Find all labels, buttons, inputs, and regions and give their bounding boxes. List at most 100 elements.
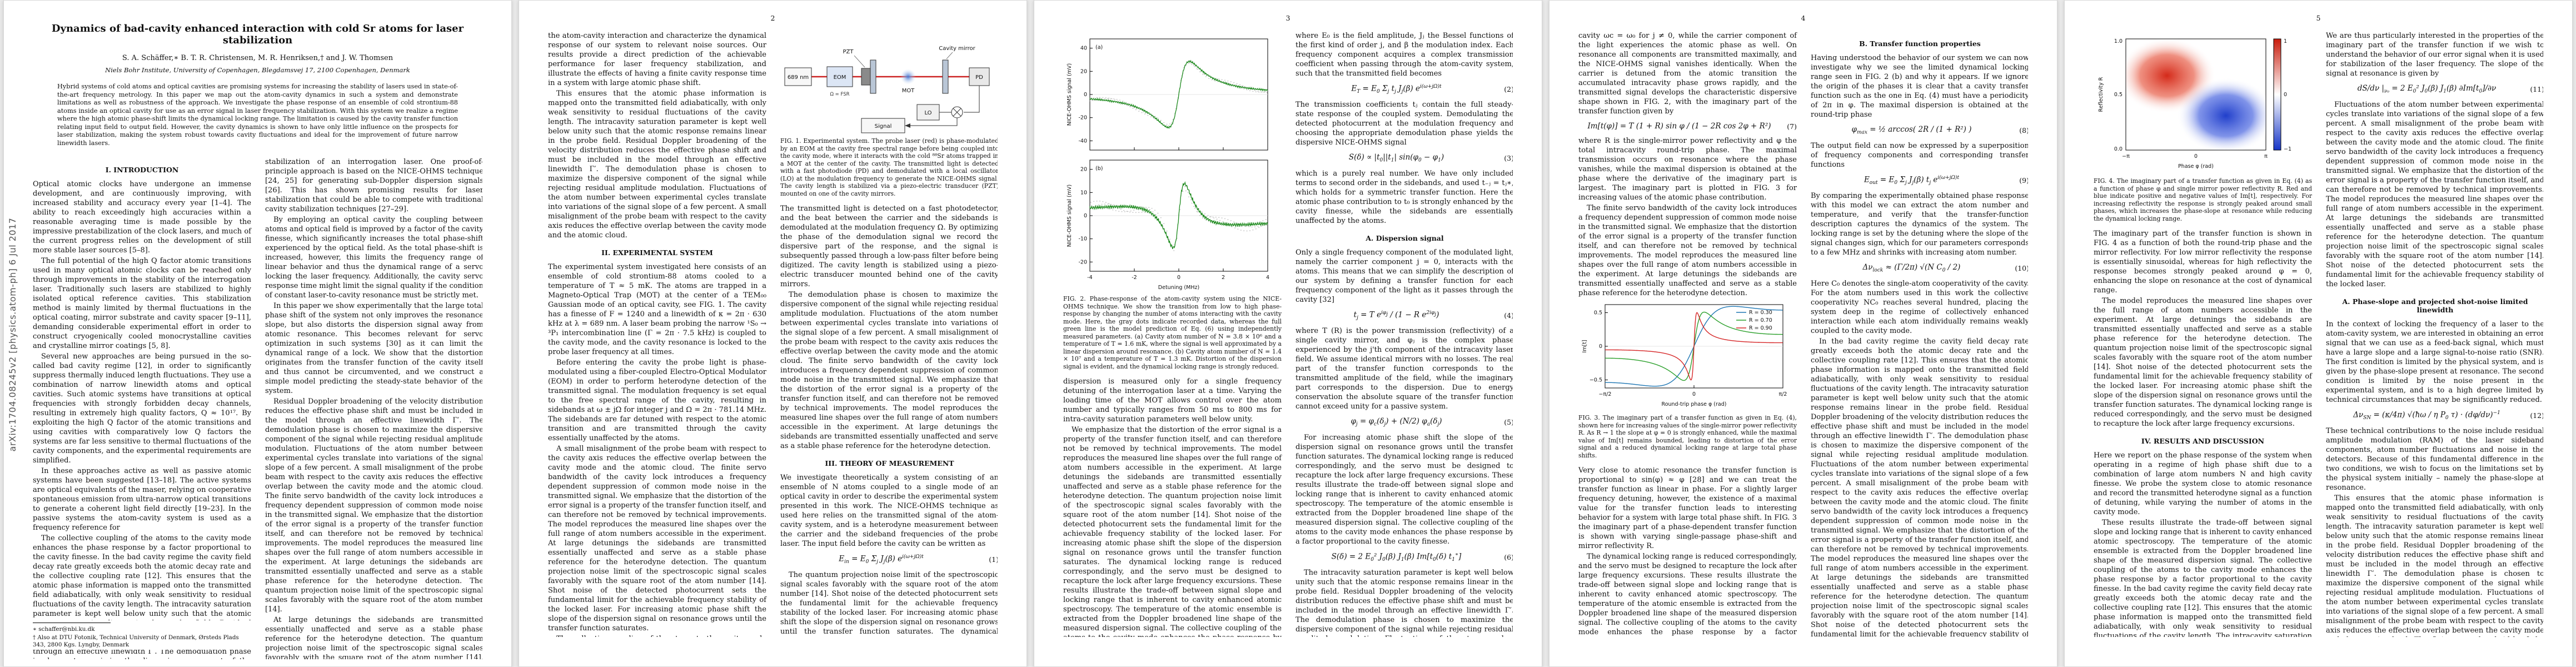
equation-number: (3): [1504, 154, 1513, 163]
fig2-data-dot: [1216, 218, 1218, 220]
affiliation-line: Niels Bohr Institute, University of Cope…: [105, 66, 410, 74]
paragraph: The experimental system investigated her…: [548, 263, 766, 356]
equation-number: (7): [1787, 122, 1797, 131]
fig2-data-dot: [1233, 82, 1235, 83]
paragraph: Before entering the cavity the probe lig…: [548, 359, 766, 442]
fig2-data-dot: [1224, 79, 1225, 81]
fig2-data-dot: [1157, 117, 1159, 119]
fig2-data-dot: [1160, 120, 1162, 121]
fig2-data-dot: [1191, 202, 1193, 204]
paragraph-filler: The finite servo bandwidth of the cavity…: [1578, 204, 1797, 297]
fig2-data-dot: [1251, 226, 1253, 228]
fig2-data-dot: [1168, 125, 1170, 127]
fig2-data-dot: [1166, 123, 1168, 125]
fig2-data-dot: [1104, 98, 1105, 99]
fig2-data-dot: [1110, 203, 1112, 205]
fig2-data-dot: [1119, 99, 1120, 101]
fig2-data-dot: [1261, 225, 1263, 227]
fig2-data-dot: [1129, 211, 1130, 213]
pzt-pointer: [854, 55, 865, 68]
fig2-data-dot: [1104, 203, 1105, 205]
paragraph: where R is the single-mirror power refle…: [1578, 137, 1797, 202]
fig2-ytick-label: 0: [1084, 92, 1087, 98]
paragraph: In this paper we show experimentally tha…: [265, 302, 482, 395]
page-number: 3: [1285, 14, 1291, 22]
fig2-data-dot: [1225, 82, 1227, 83]
equation-number: (1): [989, 555, 998, 564]
fig2-data-dot: [1194, 207, 1195, 209]
fig2-data-dot: [1252, 229, 1254, 231]
fig2-data-dot: [1214, 80, 1215, 82]
fig2-data-dot: [1193, 206, 1195, 207]
fig2-data-dot: [1190, 62, 1192, 64]
fig2-data-dot: [1107, 203, 1109, 205]
fig2-data-dot: [1111, 98, 1113, 99]
fig2-data-dot: [1122, 101, 1124, 102]
fig2-data-dot: [1108, 203, 1110, 205]
section-heading-results: IV. RESULTS AND DISCUSSION: [2141, 437, 2265, 445]
fig2-data-dot: [1194, 66, 1195, 67]
page-1: arXiv:1704.08245v2 [physics.atom-ph] 6 J…: [3, 0, 512, 667]
fig2-data-dot: [1201, 211, 1203, 212]
paragraph-filler: The dynamical locking range is reduced c…: [1578, 552, 1797, 636]
fig1-caption: FIG. 1. Experimental system. The probe l…: [780, 137, 998, 197]
equation-body: φj = φc(δj) + (N/2) φa(δj): [1351, 417, 1442, 427]
figure-4: −π 0 π Phase φ (rad) 1.0 0.5 0.0 Reflect…: [2094, 33, 2312, 222]
fig2-data-dot: [1135, 109, 1137, 111]
fig2-data-dot: [1172, 119, 1174, 120]
fig2-data-dot: [1210, 216, 1212, 217]
fig2-data-dot: [1205, 219, 1207, 221]
paragraph-filler: The intracavity saturation parameter is …: [1296, 568, 1513, 637]
negative-lobe: [2177, 78, 2266, 150]
fig4-xtick: 0: [2194, 153, 2198, 160]
fig2-data-dot: [1246, 89, 1248, 91]
fig3-xtick-label: −π/2: [1599, 391, 1612, 397]
arxiv-stamp: arXiv:1704.08245v2 [physics.atom-ph] 6 J…: [7, 217, 18, 452]
fig2-data-dot: [1166, 230, 1168, 232]
paragraph-filler: For increasing atomic phase shift the sl…: [1296, 433, 1513, 546]
paragraph-filler: Residual Doppler broadening of the veloc…: [265, 397, 482, 614]
fig2-data-dot: [1093, 97, 1095, 98]
laser-box: [784, 67, 812, 86]
fig2-panel-label: (b): [1095, 166, 1103, 172]
paragraph-filler: The quantum projection noise limit of th…: [780, 571, 998, 636]
lo-label: LO: [924, 110, 931, 116]
fig2-data-dot: [1096, 200, 1098, 202]
fig3-plot: −π/2 0 π/2 −0.5 0 0.5 R = 0.30R = 0.70 R = 0.90…: [1582, 304, 1787, 407]
fig2-data-dot: [1107, 98, 1109, 99]
fig2-data-dot: [1149, 209, 1150, 211]
fig2-data-dot: [1241, 226, 1243, 227]
paragraph: where E₀ is the field amplitude, Jⱼ the …: [1296, 32, 1513, 78]
fig3-ytick-label: 0: [1599, 344, 1602, 350]
fig2-data-dot: [1239, 84, 1240, 86]
fig2-data-dot: [1240, 230, 1242, 231]
paragraph-filler: We emphasize that the distortion of the …: [1063, 426, 1282, 637]
fig2-data-dot: [1101, 203, 1103, 205]
page5-columns: −π 0 π Phase φ (rad) 1.0 0.5 0.0 Reflect…: [2094, 31, 2543, 637]
fig2-data-dot: [1188, 63, 1190, 64]
fig2-data-dot: [1117, 100, 1119, 102]
fig2-data-dot: [1129, 106, 1130, 107]
fig2-data-dot: [1237, 228, 1239, 230]
equation-4: tj = T eiφj / (1 − R e2iφj) (4): [1296, 310, 1513, 321]
fig2-data-dot: [1259, 221, 1260, 222]
fig2-data-dot: [1152, 211, 1154, 212]
fig2-data-dot: [1257, 226, 1259, 227]
equation-body: dS/dν |ν₀ = 2 E0² J0(β) J1(β) ∂Im[t0]/∂ν: [2357, 84, 2497, 94]
paragraph: The output field can now be expressed by…: [1811, 141, 2028, 169]
footnote-affiliation: † Also at DTU Fotonik, Technical Univers…: [33, 634, 239, 648]
fig2-data-dot: [1215, 216, 1217, 218]
equation-8: φmax = ½ arccos( 2R / (1 + R²) ) (8): [1811, 125, 2029, 136]
fig2-ytick-label: 20: [1080, 167, 1087, 173]
fig2-data-dot: [1096, 97, 1098, 98]
page-number: 4: [1801, 14, 1806, 22]
equation-number: (8): [2019, 126, 2028, 135]
fig2-data-dot: [1258, 91, 1260, 93]
page4-left-column: cavity ωc = ω₀ for j ≠ 0, while the carr…: [1578, 31, 1797, 637]
fig4-colorbar: [2273, 38, 2281, 151]
fig2-ylabel: NICE-OHMS signal (mV): [1067, 63, 1073, 126]
paragraph: These technical contributions to the noi…: [2326, 426, 2543, 492]
lo-box: [916, 104, 940, 121]
fig4-surface: [2126, 39, 2266, 150]
footnote-email: ∗ schaffer@nbi.ku.dk: [33, 626, 95, 633]
